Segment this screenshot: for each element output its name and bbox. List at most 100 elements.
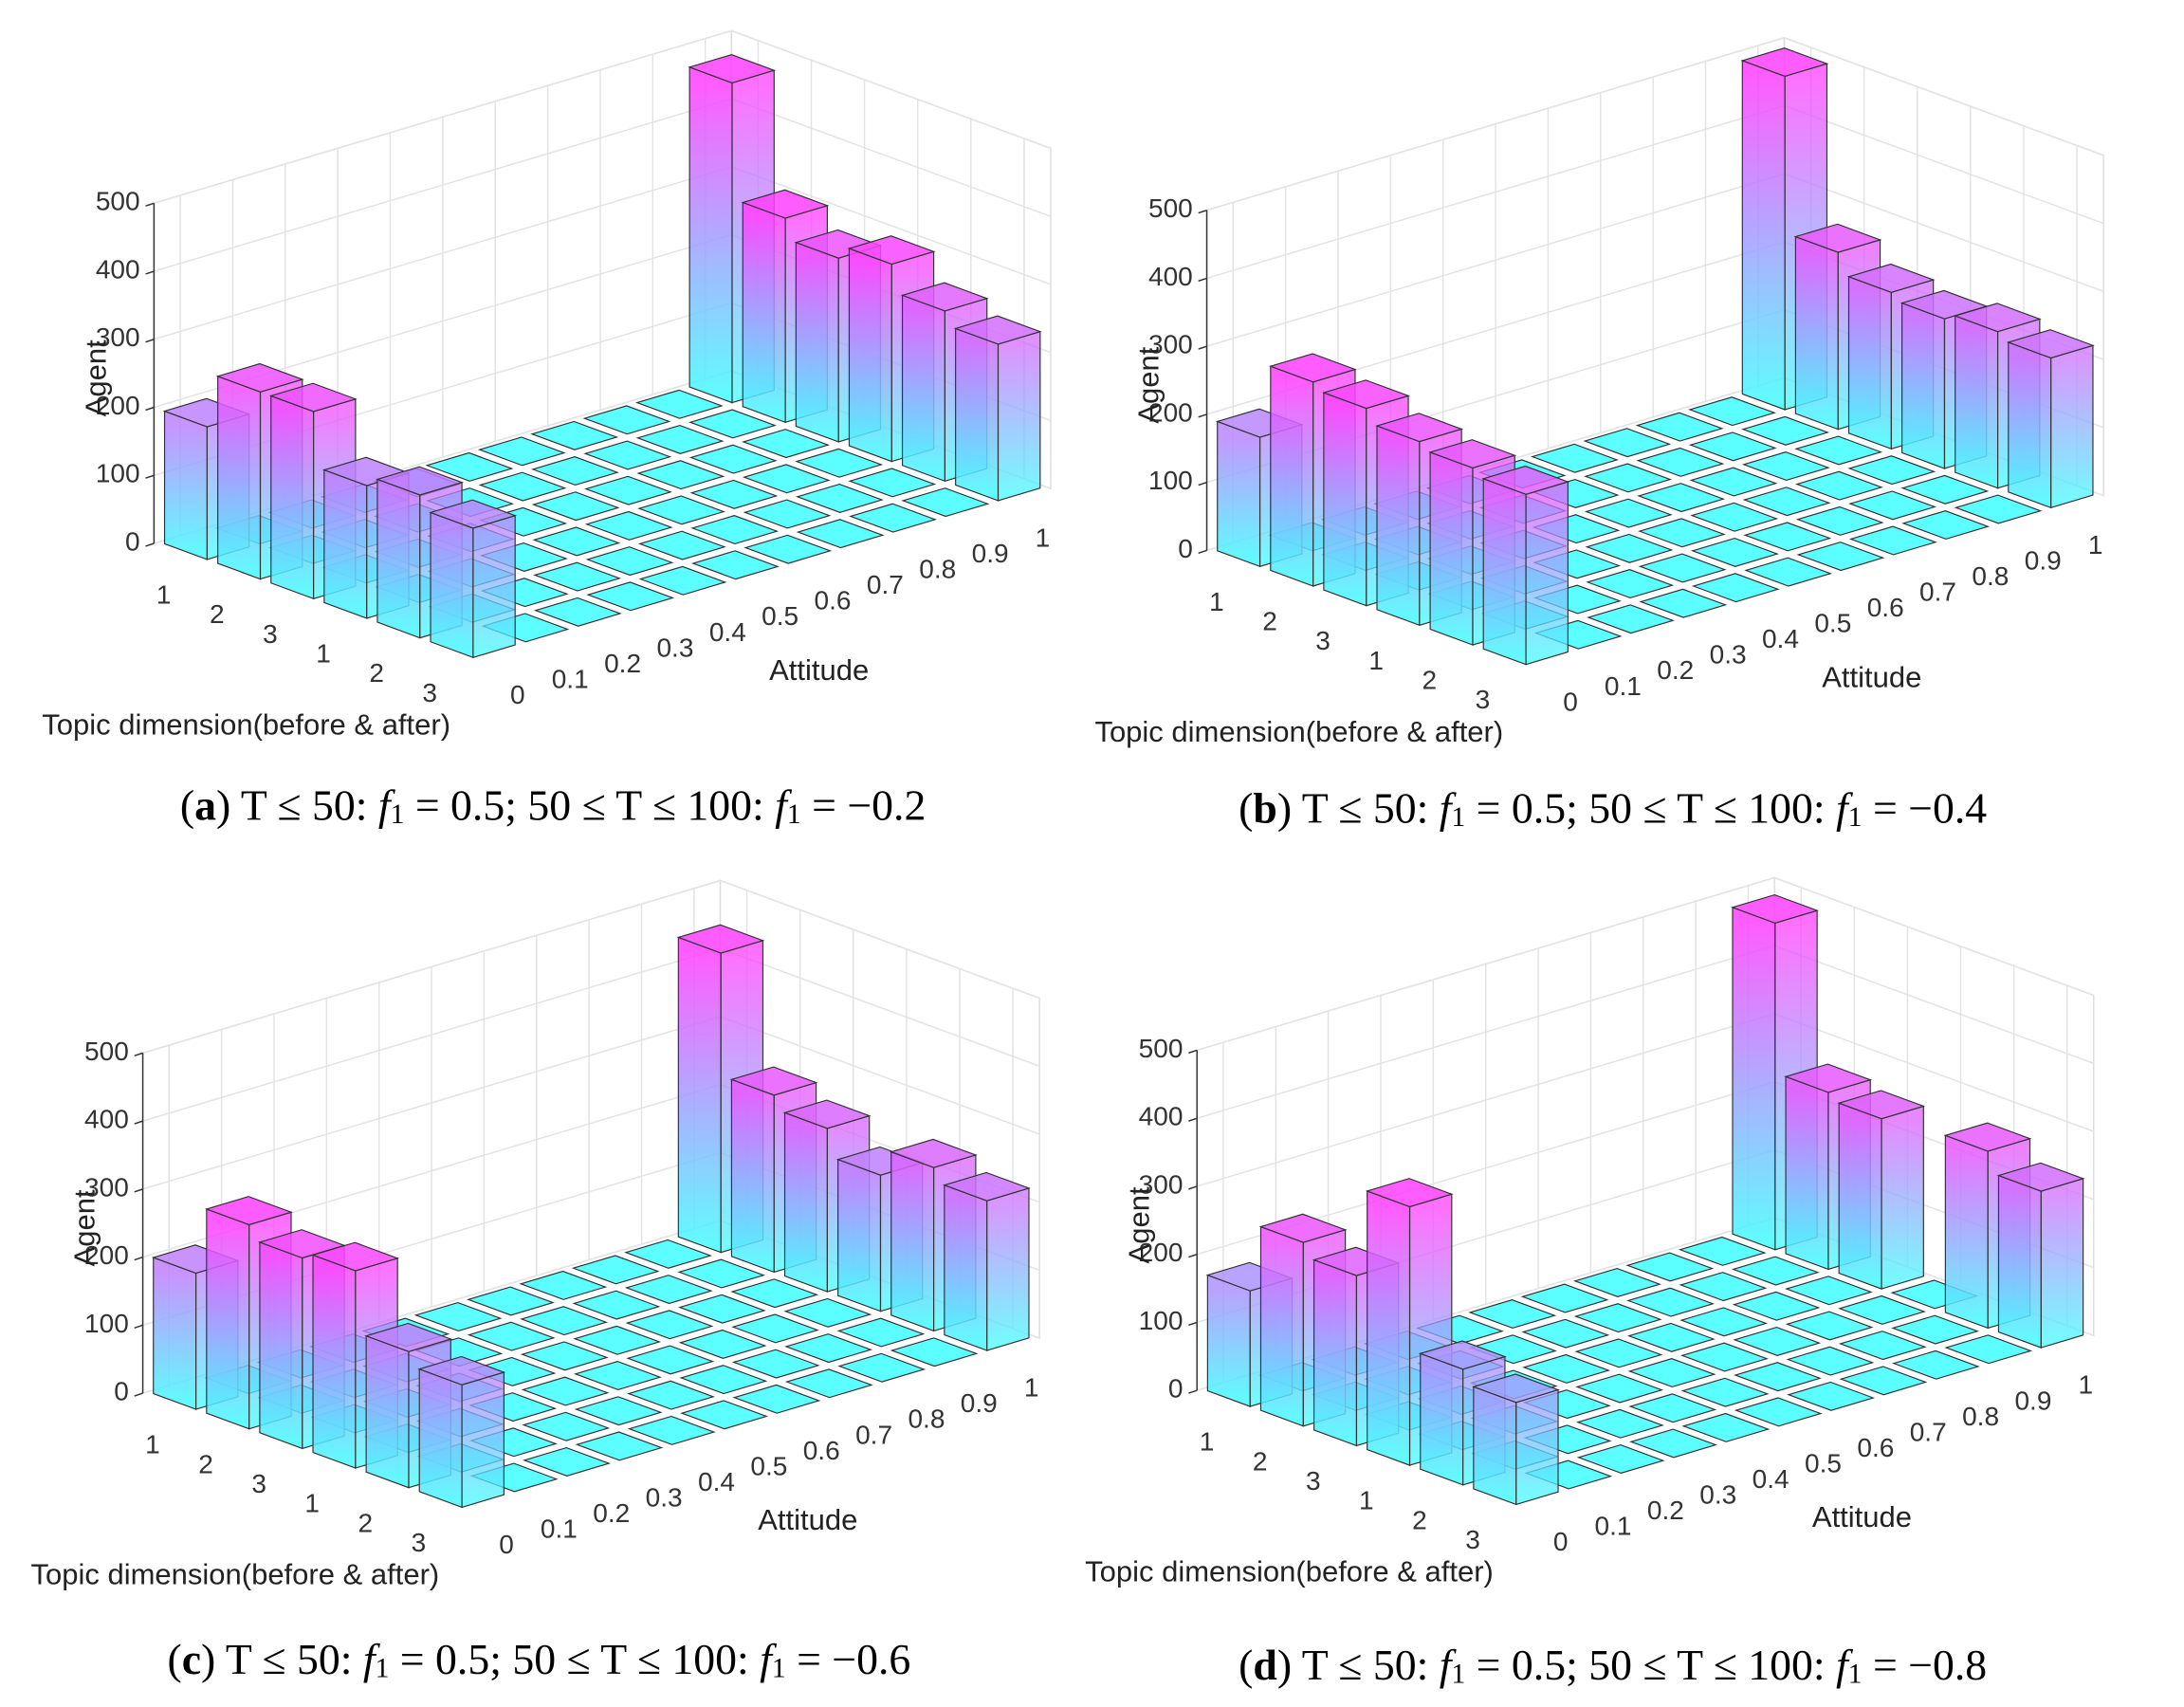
x-axis-label: Topic dimension(before & after) xyxy=(30,1558,439,1591)
bar-top xyxy=(689,479,779,509)
bar-top xyxy=(625,1310,714,1340)
y-tick-label: 0.6 xyxy=(1857,1433,1894,1462)
bar-face xyxy=(1794,235,1839,431)
bar-top xyxy=(1636,447,1725,477)
bar-top xyxy=(1584,498,1673,528)
x-tick-label: 3 xyxy=(1465,1525,1480,1554)
z-tick xyxy=(1188,1253,1198,1258)
bar xyxy=(478,471,567,502)
bar-top xyxy=(743,499,832,529)
bar-top xyxy=(1626,1322,1716,1352)
bar-face xyxy=(1367,1190,1411,1466)
bar-top xyxy=(732,1384,821,1414)
bar-top xyxy=(637,495,726,525)
bar-top xyxy=(1521,1318,1610,1349)
bar-top xyxy=(1796,541,1885,572)
bar-top xyxy=(1573,1303,1662,1333)
x-tick-label: 2 xyxy=(198,1449,213,1478)
caption-part: ) T ≤ 50: xyxy=(216,780,378,829)
bar xyxy=(1848,525,1937,556)
y-tick-label: 0.9 xyxy=(972,539,1009,568)
y-tick-label: 0.2 xyxy=(593,1498,630,1528)
bar-top xyxy=(688,409,777,439)
bar-top xyxy=(1953,303,2042,333)
bar-top xyxy=(690,550,780,580)
bar xyxy=(784,1368,873,1399)
bar xyxy=(520,1341,609,1371)
bar xyxy=(1848,490,1937,521)
y-tick-label: 0.6 xyxy=(803,1436,840,1465)
bar-top xyxy=(1794,435,1883,466)
bar-top xyxy=(729,1066,818,1096)
z-tick xyxy=(1198,481,1207,486)
bar xyxy=(1574,1338,1663,1368)
bar xyxy=(638,565,727,596)
bar xyxy=(1575,1373,1664,1404)
bar-top xyxy=(1787,1381,1876,1411)
bar-top xyxy=(1744,557,1833,587)
z-tick-label: 200 xyxy=(1139,1238,1184,1267)
x-tick-label: 3 xyxy=(1315,626,1331,655)
bar-top xyxy=(1731,893,1820,924)
bar-face xyxy=(795,241,839,443)
bar xyxy=(584,510,673,541)
bar-top xyxy=(635,424,725,454)
bar-top xyxy=(574,1396,663,1426)
x-tick-label: 3 xyxy=(251,1469,266,1498)
bar xyxy=(688,444,778,474)
bar xyxy=(1679,1272,1768,1302)
bar-face xyxy=(986,1187,1030,1351)
bar-top xyxy=(1625,1252,1715,1282)
bar-top xyxy=(836,1317,926,1348)
bar-top xyxy=(677,1258,766,1289)
bar-top xyxy=(1733,1326,1822,1356)
x-tick-label: 1 xyxy=(316,639,331,669)
bar xyxy=(413,1301,503,1332)
bar xyxy=(1481,465,1570,666)
x-tick-label: 2 xyxy=(210,599,225,629)
bar xyxy=(1587,604,1675,634)
y-tick-label: 0.9 xyxy=(961,1388,998,1418)
bar-top xyxy=(783,1297,872,1328)
bar-top xyxy=(1680,1377,1770,1407)
bar xyxy=(624,1239,713,1269)
bar-top xyxy=(837,1352,927,1383)
bar-face xyxy=(1838,1102,1882,1290)
bar xyxy=(689,479,779,509)
bar xyxy=(1731,1256,1820,1286)
z-tick-label: 100 xyxy=(96,459,140,488)
bar xyxy=(1733,1326,1822,1356)
bar xyxy=(1839,1366,1928,1396)
bar xyxy=(677,1294,766,1324)
bar-top xyxy=(1846,263,1936,293)
bar-top xyxy=(784,1333,873,1364)
bar-top xyxy=(1679,1307,1769,1337)
bar-top xyxy=(901,487,990,518)
bar-top xyxy=(679,1365,768,1395)
bar-top xyxy=(731,1313,819,1344)
bar-top xyxy=(1681,1412,1771,1442)
x-tick-label: 2 xyxy=(1412,1505,1427,1534)
bar xyxy=(1626,1322,1716,1352)
bar xyxy=(836,1317,926,1348)
bar xyxy=(1784,1276,1873,1306)
bar-face xyxy=(259,1241,303,1450)
bar-face xyxy=(1217,420,1261,568)
y-tick-label: 0 xyxy=(499,1530,514,1559)
x-axis-label: Topic dimension(before & after) xyxy=(1094,715,1503,748)
bar xyxy=(530,420,619,450)
bar-top xyxy=(1847,455,1936,486)
caption-part: b xyxy=(1253,783,1276,832)
bar-top xyxy=(586,581,675,612)
bar xyxy=(585,546,674,577)
bar-top xyxy=(1734,1362,1822,1392)
bar xyxy=(1996,1162,2085,1349)
bar-face xyxy=(730,1078,775,1274)
bar xyxy=(1891,1314,1980,1345)
caption-part: = 0.5; 50 ≤ T ≤ 100: xyxy=(389,1635,760,1683)
bar xyxy=(1901,510,1991,541)
x-tick-label: 3 xyxy=(1306,1466,1321,1496)
bar xyxy=(1734,1362,1822,1392)
y-tick-label: 0.9 xyxy=(2014,1386,2051,1415)
bar-face xyxy=(270,395,315,600)
